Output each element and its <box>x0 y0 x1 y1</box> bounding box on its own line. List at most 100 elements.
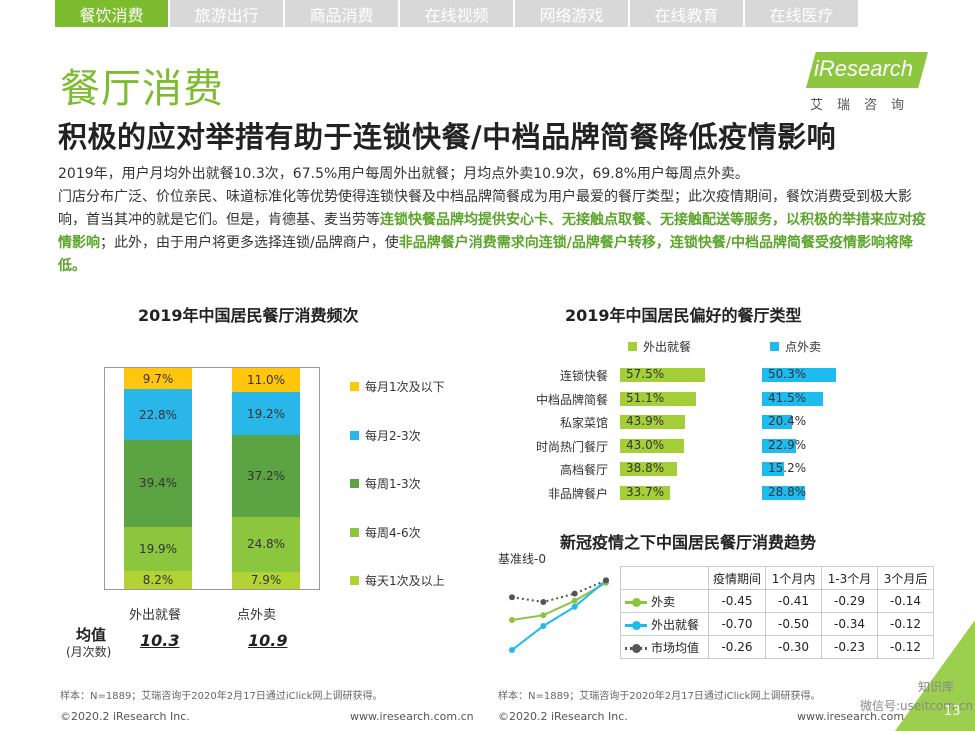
legend-item: 每月1次及以下 <box>350 378 445 395</box>
page-title: 餐厅消费 <box>60 66 224 112</box>
table-cell: -0.41 <box>765 589 823 613</box>
legend-label: 每周4-6次 <box>365 525 421 540</box>
stack-segment: 11.0% <box>232 368 300 393</box>
data-label: 43.9% <box>626 414 665 428</box>
data-point <box>571 603 578 610</box>
legend-swatch <box>350 576 359 585</box>
summary-text-2: ；此外，由于用户将更多选择连锁/品牌商户，使 <box>100 235 399 251</box>
restaurant-type-chart-title: 2019年中国居民偏好的餐厅类型 <box>565 306 802 325</box>
series-label: 外出就餐 <box>620 612 709 636</box>
tab-5[interactable]: 在线教育 <box>630 0 743 27</box>
category-tabs: 餐饮消费 旅游出行 商品消费 在线视频 网络游戏 在线教育 在线医疗 <box>55 0 860 27</box>
table-cell: -0.23 <box>821 635 879 659</box>
bar <box>620 462 678 476</box>
legend-swatch <box>350 382 359 391</box>
summary-line-1: 2019年，用户月均外出就餐10.3次，67.5%用户每周外出就餐；月均点外卖1… <box>58 166 749 182</box>
legend-item: 每天1次及以上 <box>350 572 445 589</box>
avg-label: 均值 <box>76 626 107 644</box>
data-label: 28.8% <box>768 484 807 499</box>
data-label: 20.4% <box>768 414 807 428</box>
table-cell: -0.29 <box>821 589 879 613</box>
legend-label: 每天1次及以上 <box>365 574 445 588</box>
category-label: 点外卖 <box>237 608 277 623</box>
legend-label: 每月1次及以下 <box>365 380 445 394</box>
table-cell: -0.26 <box>707 635 767 659</box>
data-label: 33.7% <box>626 484 665 499</box>
data-point <box>540 599 547 605</box>
legend-label: 外出就餐 <box>643 340 692 354</box>
data-point <box>540 623 547 629</box>
legend-dot <box>632 643 641 653</box>
table-cell: -0.70 <box>707 612 767 636</box>
category-label: 中档品牌简餐 <box>535 392 608 407</box>
table-corner <box>620 566 709 590</box>
series-name: 市场均值 <box>651 640 700 655</box>
table-cell: -0.14 <box>877 589 935 613</box>
data-label: 43.0% <box>626 437 665 452</box>
legend-item: 外出就餐 <box>628 338 691 355</box>
page-subtitle: 积极的应对举措有助于连锁快餐/中档品牌简餐降低疫情影响 <box>58 120 837 154</box>
data-point <box>540 612 547 619</box>
data-label: 41.5% <box>768 390 807 405</box>
data-point <box>571 590 578 597</box>
stack-segment: 24.8% <box>232 516 300 572</box>
legend-line <box>625 597 647 607</box>
tab-3[interactable]: 在线视频 <box>400 0 513 27</box>
tab-4[interactable]: 网络游戏 <box>515 0 628 27</box>
legend-swatch <box>628 342 637 351</box>
table-row: 外出就餐 -0.70 -0.50 -0.34 -0.12 <box>620 612 935 636</box>
bar <box>762 438 796 453</box>
stack-segment: 19.9% <box>124 526 192 571</box>
frequency-chart-title: 2019年中国居民餐厅消费频次 <box>138 306 359 325</box>
legend-dot <box>632 597 641 607</box>
bar <box>620 391 696 406</box>
tab-6[interactable]: 在线医疗 <box>745 0 858 27</box>
bar <box>762 391 824 406</box>
legend-swatch <box>770 342 779 351</box>
table-header: 疫情期间 <box>707 566 767 590</box>
data-point <box>571 597 578 604</box>
avg-value-dine-out: 10.3 <box>140 631 180 650</box>
table-cell: -0.34 <box>821 612 879 636</box>
table-cell: -0.50 <box>765 612 823 636</box>
baseline-label: 基准线-0 <box>498 552 546 566</box>
watermark-a: 知识库 <box>918 680 955 694</box>
category-label: 外出就餐 <box>129 608 182 623</box>
table-cell: -0.12 <box>877 635 935 659</box>
footer-url-2: www.iresearch.com.cn <box>797 710 921 723</box>
footnote-left: 样本：N=1889；艾瑞咨询于2020年2月17日通过iClick网上调研获得。 <box>60 691 383 702</box>
table-header: 3个月后 <box>877 566 935 590</box>
trend-chart-title: 新冠疫情之下中国居民餐厅消费趋势 <box>560 533 817 552</box>
table-cell: -0.45 <box>707 589 767 613</box>
data-label: 51.1% <box>626 390 665 405</box>
footnote-right: 样本：N=1889；艾瑞咨询于2020年2月17日通过iClick网上调研获得。 <box>498 691 821 702</box>
data-label: 57.5% <box>626 367 665 381</box>
legend-line <box>625 620 647 630</box>
footer-copyright: ©2020.2 iResearch Inc. <box>60 710 190 723</box>
series-line <box>511 581 607 621</box>
table-row: 外卖 -0.45 -0.41 -0.29 -0.14 <box>620 589 935 613</box>
stack-segment: 8.2% <box>124 570 192 589</box>
avg-unit: (月次数) <box>66 645 112 659</box>
legend-swatch <box>350 479 359 488</box>
footer-url: www.iresearch.com.cn <box>350 710 474 723</box>
trend-table: 疫情期间 1个月内 1-3个月 3个月后 外卖 -0.45 -0.41 -0.29 -0.14 外… <box>620 566 935 659</box>
bar <box>620 438 684 453</box>
stack-segment: 22.8% <box>124 389 192 440</box>
tab-1[interactable]: 旅游出行 <box>170 0 283 27</box>
logo-text: iResearch <box>814 56 914 81</box>
series-line <box>511 579 607 651</box>
legend-label: 点外卖 <box>785 340 822 354</box>
tab-2[interactable]: 商品消费 <box>285 0 398 27</box>
stack-segment: 9.7% <box>124 368 192 390</box>
series-label: 外卖 <box>620 589 709 613</box>
data-point <box>603 577 609 584</box>
bar <box>762 462 785 476</box>
legend-label: 每月2-3次 <box>365 428 421 443</box>
legend-line <box>625 643 647 653</box>
data-label: 38.8% <box>626 461 665 475</box>
summary-highlight-1: 连锁快餐品牌均提供安心卡、无接触点取餐、无接触配送等服务，以积极的举措来应对疫情… <box>58 212 926 251</box>
tab-0[interactable]: 餐饮消费 <box>55 0 168 27</box>
category-label: 非品牌餐户 <box>547 486 608 501</box>
series-label: 市场均值 <box>620 635 709 659</box>
